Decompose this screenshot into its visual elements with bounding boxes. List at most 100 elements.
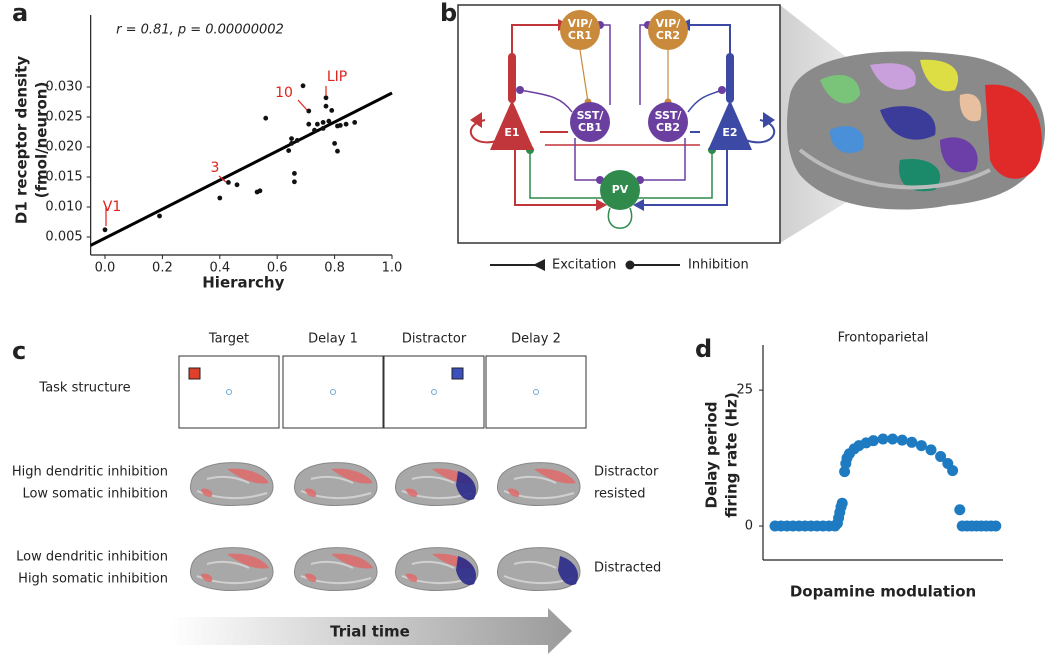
data-point bbox=[915, 440, 927, 452]
decoration bbox=[820, 75, 860, 104]
data-point bbox=[343, 121, 349, 127]
column-header: Target bbox=[208, 332, 249, 347]
annotation-pointer bbox=[297, 99, 308, 111]
decoration bbox=[644, 150, 728, 206]
data-point bbox=[217, 195, 223, 201]
x-tick-label: 0.6 bbox=[267, 261, 288, 276]
y-tick-label: 0 bbox=[745, 519, 753, 534]
data-point bbox=[990, 520, 1002, 532]
activity bbox=[201, 553, 269, 582]
data-point bbox=[935, 450, 947, 462]
decoration bbox=[633, 199, 644, 211]
stats-annotation: r = 0.81, p = 0.00000002 bbox=[116, 23, 284, 38]
data-point bbox=[234, 182, 240, 188]
data-point bbox=[157, 213, 162, 219]
data-point bbox=[906, 436, 918, 448]
condition-label: Low somatic inhibition bbox=[22, 487, 168, 502]
fit-line bbox=[89, 91, 393, 247]
column-header: Delay 1 bbox=[308, 332, 358, 347]
data-point bbox=[306, 121, 312, 127]
node bbox=[648, 10, 688, 50]
activity bbox=[456, 471, 477, 501]
activity bbox=[508, 468, 576, 497]
task-screen bbox=[485, 355, 587, 429]
node bbox=[708, 100, 752, 150]
data-point bbox=[294, 138, 300, 143]
data-point bbox=[887, 433, 899, 445]
outcome-label: Distractor bbox=[594, 465, 659, 480]
row-label: Task structure bbox=[38, 381, 130, 396]
arrow-label: Trial time bbox=[330, 623, 410, 641]
data-point bbox=[314, 121, 320, 127]
data-point bbox=[352, 120, 358, 125]
data-point bbox=[102, 227, 108, 233]
decoration bbox=[516, 86, 524, 94]
node-label: E1 bbox=[504, 126, 519, 139]
fixation bbox=[431, 389, 437, 395]
x-tick-label: 0.8 bbox=[324, 261, 345, 276]
task-screen bbox=[383, 355, 485, 429]
target-cue bbox=[188, 367, 201, 380]
x-tick-label: 0.4 bbox=[209, 261, 230, 276]
brain-icon bbox=[496, 462, 581, 506]
data-point bbox=[867, 435, 879, 447]
node-label: VIP/ bbox=[568, 17, 594, 30]
node-label: SST/ bbox=[655, 109, 683, 122]
decoration bbox=[985, 84, 1042, 179]
y-axis-title: firing rate (Hz) bbox=[723, 392, 741, 517]
activity bbox=[305, 468, 373, 497]
data-point bbox=[947, 465, 959, 477]
x-axis-title: Hierarchy bbox=[202, 274, 284, 292]
legend-label: Inhibition bbox=[688, 258, 749, 273]
data-point bbox=[286, 148, 292, 154]
decoration bbox=[574, 138, 600, 181]
decoration bbox=[529, 150, 605, 199]
data-point bbox=[320, 125, 326, 131]
data-point bbox=[954, 504, 966, 516]
x-tick-label: 1.0 bbox=[382, 261, 403, 276]
trial-arrow bbox=[170, 608, 572, 654]
fixation bbox=[226, 389, 232, 395]
decoration bbox=[596, 199, 607, 211]
decoration bbox=[533, 259, 545, 271]
brain-icon bbox=[293, 462, 378, 506]
outcome-label: Distracted bbox=[594, 561, 661, 576]
distractor-cue bbox=[451, 367, 464, 380]
data-point bbox=[877, 433, 889, 445]
data-point bbox=[289, 141, 294, 146]
data-point bbox=[337, 123, 343, 128]
decoration bbox=[798, 148, 991, 190]
x-tick-label: 0.0 bbox=[95, 261, 116, 276]
data-point bbox=[329, 108, 335, 113]
task-screen bbox=[178, 355, 280, 429]
y-tick-label: 0.010 bbox=[45, 200, 82, 215]
data-point bbox=[335, 148, 340, 154]
data-point bbox=[263, 115, 269, 121]
decoration bbox=[718, 86, 726, 94]
activity bbox=[558, 556, 579, 586]
data-point bbox=[226, 180, 231, 185]
legend-label: Excitation bbox=[552, 258, 616, 273]
y-tick-label: 25 bbox=[736, 383, 753, 398]
fixation bbox=[330, 389, 336, 395]
decoration bbox=[579, 49, 589, 103]
data-point bbox=[292, 179, 297, 185]
data-point bbox=[306, 108, 312, 114]
activity bbox=[201, 468, 269, 497]
decoration bbox=[625, 260, 635, 270]
y-tick-label: 0.005 bbox=[45, 230, 82, 245]
node bbox=[570, 102, 610, 142]
node bbox=[648, 102, 688, 142]
data-point bbox=[292, 171, 297, 176]
node-label: E2 bbox=[722, 126, 737, 139]
node-label: CB1 bbox=[578, 121, 602, 134]
dendrite bbox=[726, 53, 734, 103]
brain-icon bbox=[189, 462, 274, 506]
x-axis-title: Dopamine modulation bbox=[790, 583, 976, 601]
panel-label: a bbox=[12, 0, 28, 27]
decoration bbox=[635, 150, 713, 199]
data-point bbox=[836, 497, 848, 509]
decoration bbox=[899, 159, 941, 192]
activity bbox=[406, 553, 474, 582]
